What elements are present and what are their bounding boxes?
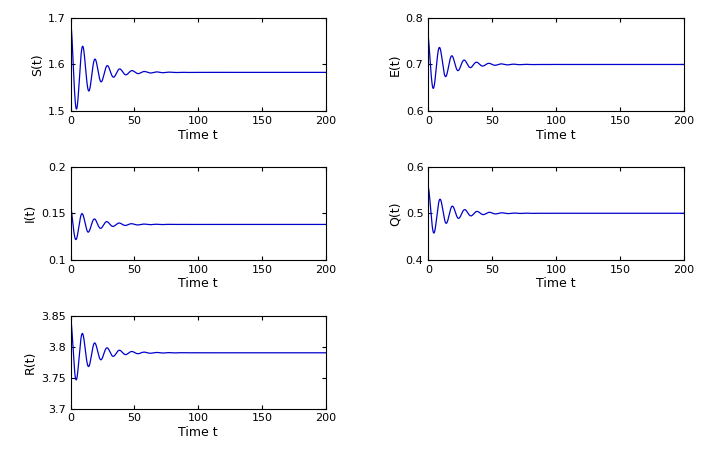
X-axis label: Time t: Time t <box>178 426 218 439</box>
X-axis label: Time t: Time t <box>178 277 218 291</box>
Y-axis label: E(t): E(t) <box>388 53 402 76</box>
X-axis label: Time t: Time t <box>537 128 576 141</box>
X-axis label: Time t: Time t <box>178 128 218 141</box>
Y-axis label: I(t): I(t) <box>24 204 37 222</box>
Y-axis label: S(t): S(t) <box>31 53 44 76</box>
X-axis label: Time t: Time t <box>537 277 576 291</box>
Y-axis label: Q(t): Q(t) <box>388 201 402 225</box>
Y-axis label: R(t): R(t) <box>24 350 37 374</box>
